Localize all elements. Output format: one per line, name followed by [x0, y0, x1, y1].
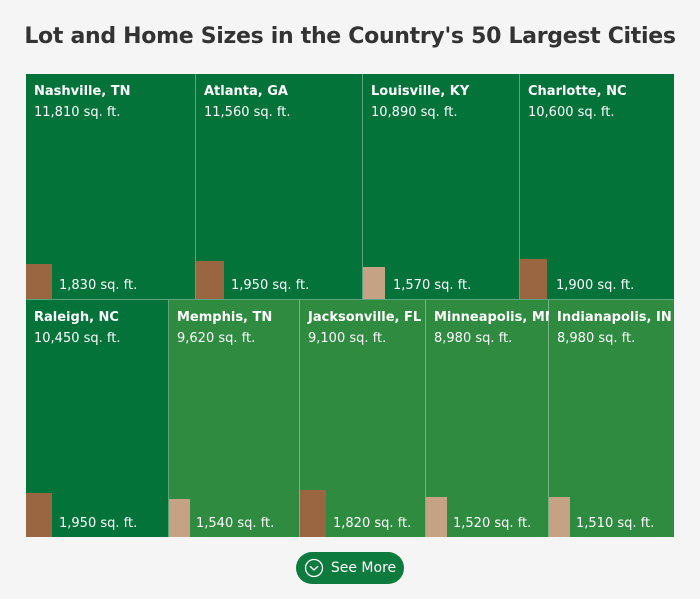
city-cell[interactable]: Charlotte, NC 10,600 sq. ft. 1,900 sq. f… [520, 74, 674, 300]
city-name: Memphis, TN [177, 310, 273, 325]
lot-size: 10,600 sq. ft. [528, 105, 615, 120]
city-name: Louisville, KY [371, 84, 470, 99]
home-size: 1,510 sq. ft. [576, 516, 655, 531]
city-cell[interactable]: Jacksonville, FL 9,100 sq. ft. 1,820 sq.… [300, 300, 426, 537]
see-more-label: See More [330, 560, 397, 576]
chevron-down-circle-icon [304, 558, 324, 578]
home-size-block [549, 497, 570, 537]
home-size: 1,950 sq. ft. [59, 516, 138, 531]
city-cell[interactable]: Minneapolis, MN 8,980 sq. ft. 1,520 sq. … [426, 300, 556, 537]
city-name: Charlotte, NC [528, 84, 627, 99]
home-size: 1,520 sq. ft. [453, 516, 532, 531]
city-cell[interactable]: Raleigh, NC 10,450 sq. ft. 1,950 sq. ft. [26, 300, 169, 537]
home-size: 1,570 sq. ft. [393, 278, 472, 293]
home-size-block [196, 261, 224, 299]
lot-size: 8,980 sq. ft. [434, 331, 513, 346]
lot-size: 11,560 sq. ft. [204, 105, 291, 120]
home-size: 1,820 sq. ft. [333, 516, 412, 531]
home-size-block [26, 264, 52, 299]
home-size: 1,540 sq. ft. [196, 516, 275, 531]
city-name: Minneapolis, MN [434, 310, 556, 325]
home-size: 1,830 sq. ft. [59, 278, 138, 293]
home-size-block [26, 493, 52, 537]
city-name: Jacksonville, FL [308, 310, 422, 325]
lot-size: 8,980 sq. ft. [557, 331, 636, 346]
city-cell[interactable]: Memphis, TN 9,620 sq. ft. 1,540 sq. ft. [169, 300, 300, 537]
city-name: Atlanta, GA [204, 84, 288, 99]
city-name: Raleigh, NC [34, 310, 119, 325]
home-size-block [300, 490, 326, 537]
home-size: 1,950 sq. ft. [231, 278, 310, 293]
lot-size: 9,100 sq. ft. [308, 331, 387, 346]
home-size-block [363, 267, 385, 299]
see-more-button[interactable]: See More [296, 552, 404, 584]
city-cell[interactable]: Nashville, TN 11,810 sq. ft. 1,830 sq. f… [26, 74, 196, 300]
lot-size: 11,810 sq. ft. [34, 105, 121, 120]
city-cell[interactable]: Indianapolis, IN 8,980 sq. ft. 1,510 sq.… [549, 300, 674, 537]
home-size-block [520, 259, 547, 299]
city-name: Indianapolis, IN [557, 310, 672, 325]
city-name: Nashville, TN [34, 84, 131, 99]
lot-size: 9,620 sq. ft. [177, 331, 256, 346]
lot-size: 10,890 sq. ft. [371, 105, 458, 120]
home-size: 1,900 sq. ft. [556, 278, 635, 293]
lot-size: 10,450 sq. ft. [34, 331, 121, 346]
home-size-block [169, 499, 190, 537]
page-title: Lot and Home Sizes in the Country's 50 L… [24, 24, 676, 49]
city-cell[interactable]: Louisville, KY 10,890 sq. ft. 1,570 sq. … [363, 74, 520, 300]
city-cell[interactable]: Atlanta, GA 11,560 sq. ft. 1,950 sq. ft. [196, 74, 363, 300]
home-size-block [426, 497, 447, 537]
